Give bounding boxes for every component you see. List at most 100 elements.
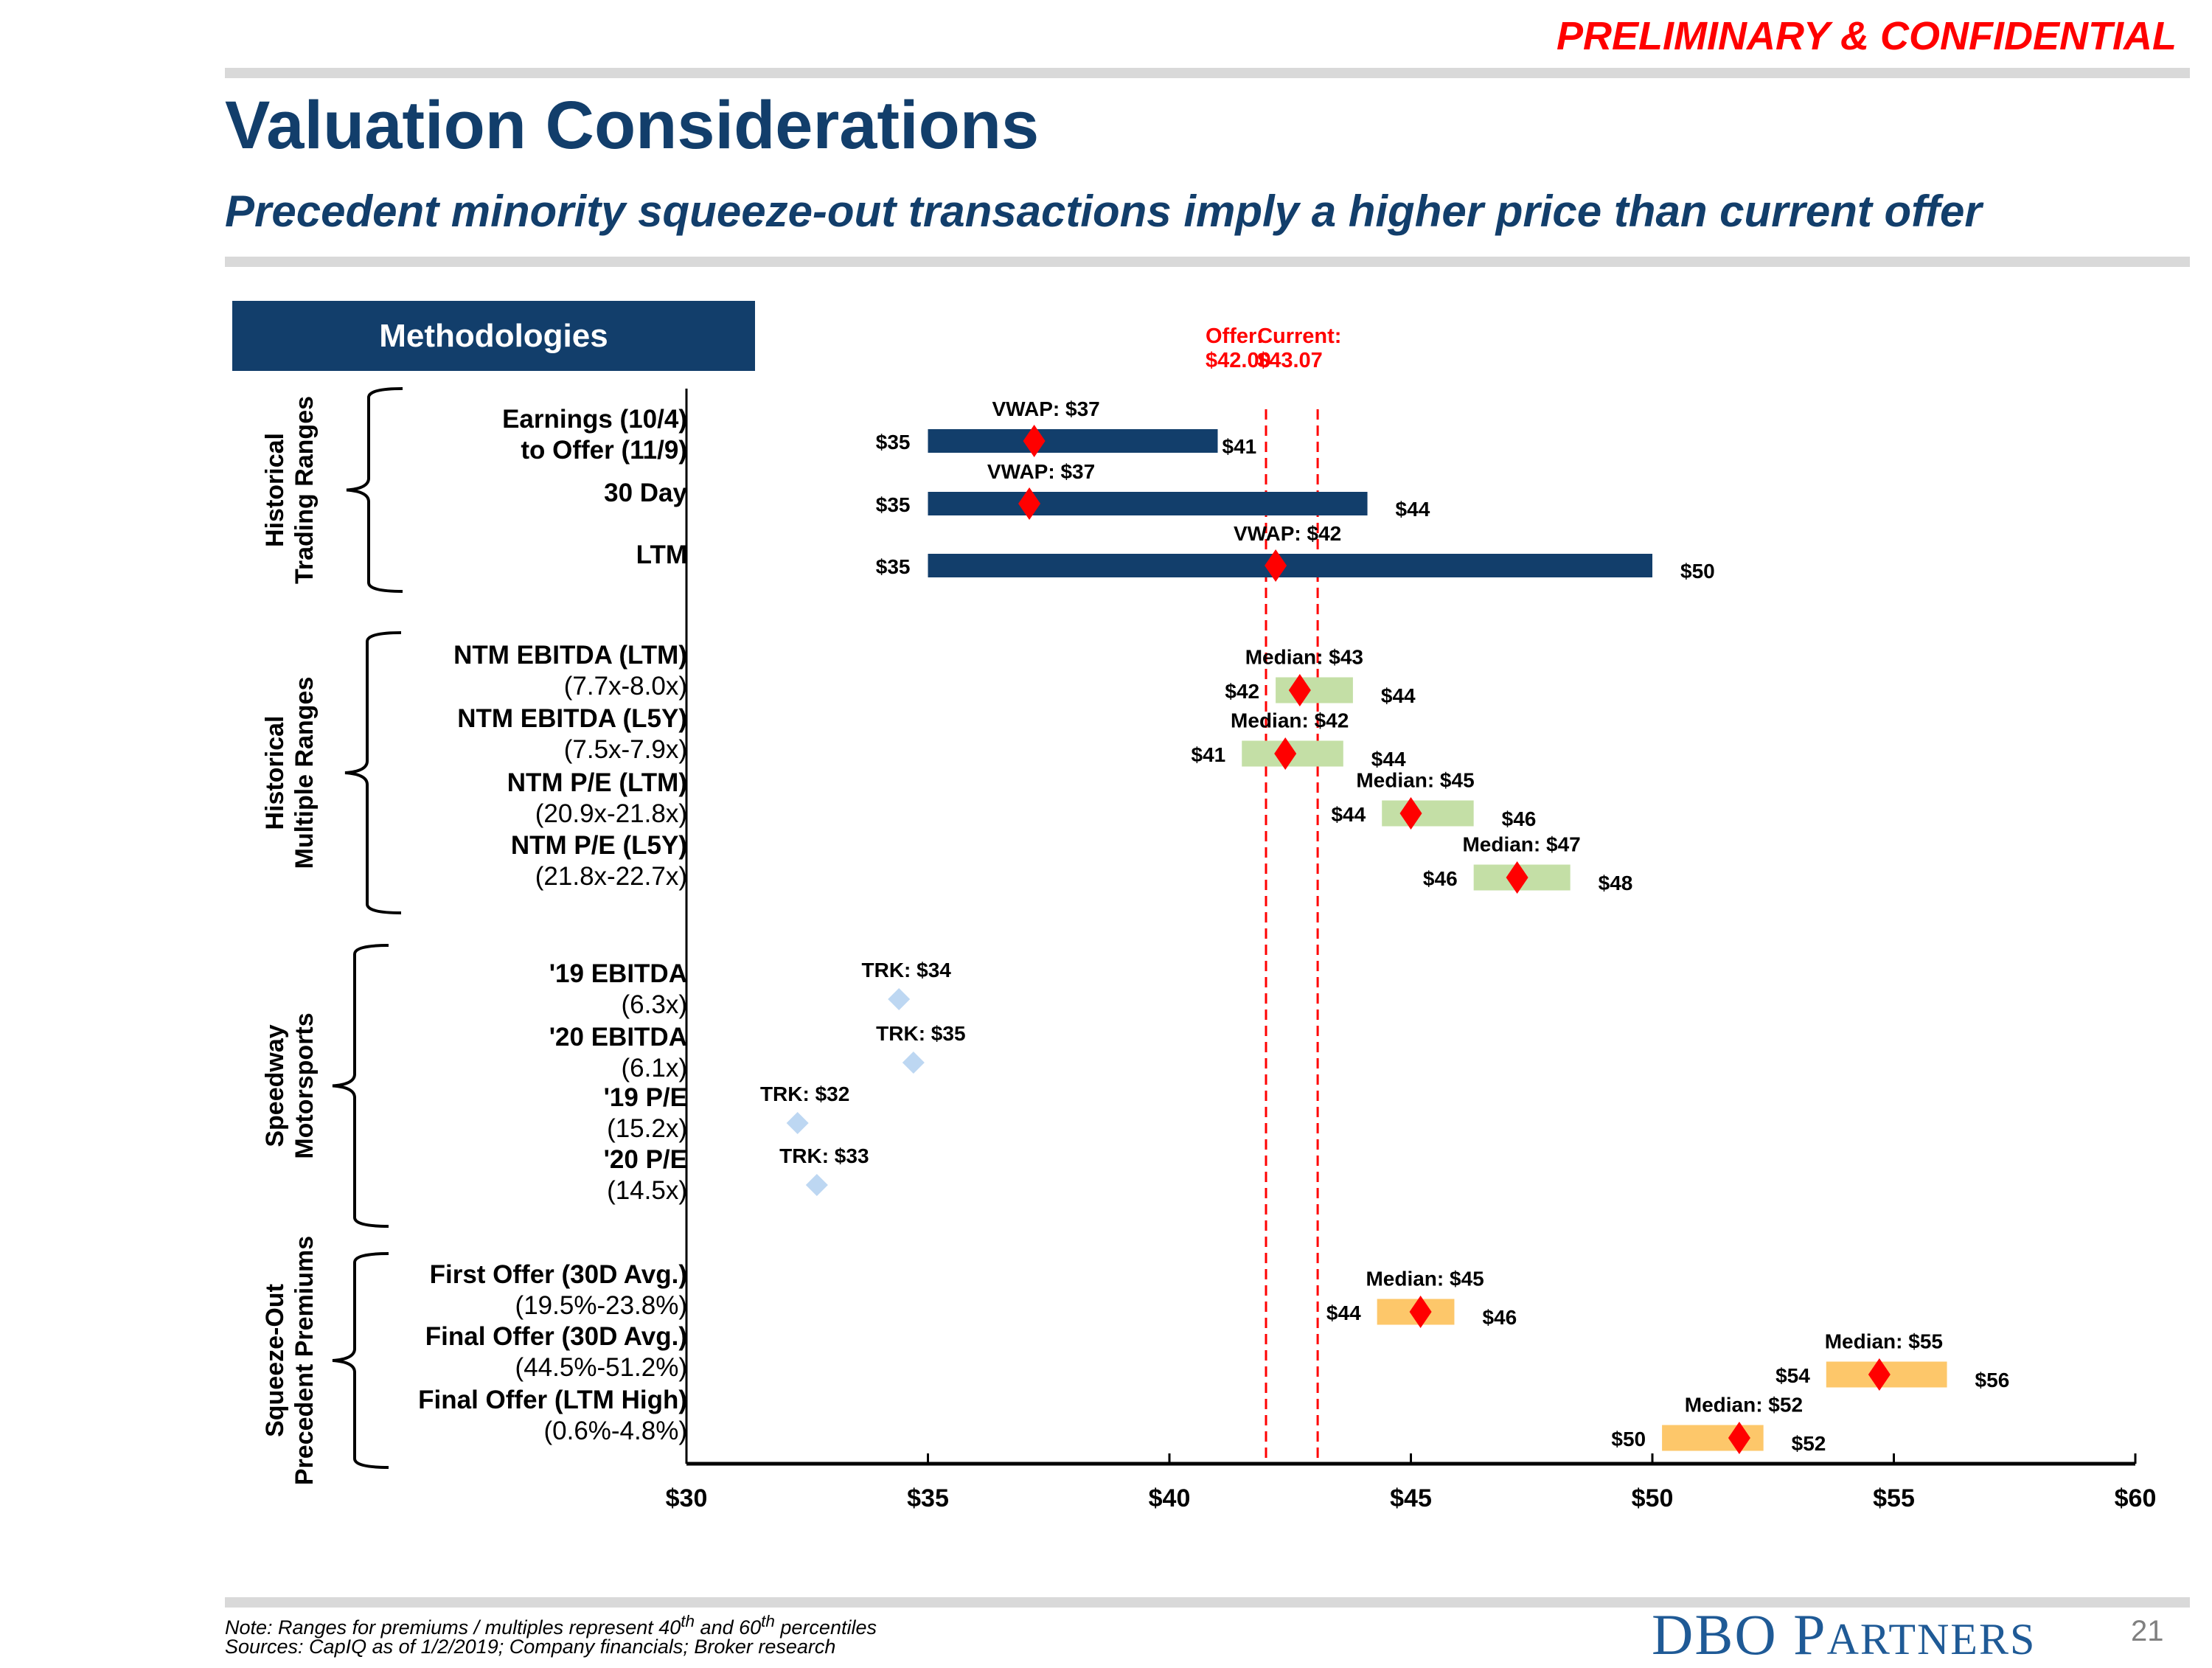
peer-marker [902,1052,925,1074]
peer-marker [888,988,911,1010]
methodology-row-label: First Offer (30D Avg.) (19.5%-23.8%) [430,1259,687,1321]
footnote-text: Note: Ranges for premiums / multiples re… [225,1616,681,1639]
high-value-label: $41 [1222,435,1257,458]
confidential-banner: PRELIMINARY & CONFIDENTIAL [1556,14,2177,58]
footnote: Note: Ranges for premiums / multiples re… [225,1612,877,1639]
low-value-label: $54 [1775,1364,1810,1387]
midpoint-label: Median: $52 [1685,1394,1803,1417]
group-label-line: Trading Ranges [291,396,319,584]
low-value-label: $44 [1326,1302,1361,1324]
midpoint-label: Median: $45 [1366,1268,1484,1290]
peer-marker [786,1112,809,1134]
multiple-range-bar [1382,800,1474,827]
x-tick-label: $55 [1873,1484,1915,1512]
methodology-row-label: Final Offer (30D Avg.) (44.5%-51.2%) [425,1321,687,1383]
x-tick-label: $30 [666,1484,708,1512]
trading-range-bar [928,492,1368,515]
sources-note: Sources: CapIQ as of 1/2/2019; Company f… [225,1636,836,1658]
high-value-label: $56 [1975,1369,2010,1391]
methodology-name: '20 EBITDA [549,1023,687,1052]
midpoint-marker [1018,487,1041,520]
x-tick-label: $60 [2115,1484,2157,1512]
high-value-label: $46 [1482,1306,1517,1329]
midpoint-marker [1288,674,1311,706]
methodology-name: '20 P/E [603,1145,687,1174]
high-value-label: $48 [1599,872,1633,894]
methodology-name: Final Offer (30D Avg.) [425,1322,687,1351]
top-divider [225,68,2190,78]
group-label-line: Speedway [261,1024,289,1147]
midpoint-label: Median: $42 [1231,709,1349,732]
methodology-name: LTM [636,541,687,569]
group-label-line: Historical [261,716,289,830]
group-label: HistoricalMultiple Ranges [261,677,319,869]
methodology-row-label: NTM P/E (L5Y) (21.8x-22.7x) [511,830,687,892]
methodology-row-label: NTM EBITDA (LTM) (7.7x-8.0x) [453,640,687,702]
midpoint-marker [1265,549,1287,582]
peer-label: TRK: $35 [876,1022,965,1045]
high-value-label: $44 [1371,748,1406,771]
peer-label: TRK: $33 [779,1144,869,1167]
methodology-name: First Offer (30D Avg.) [429,1260,687,1289]
group-brace [346,387,403,593]
methodology-name: NTM EBITDA (LTM) [453,641,687,670]
x-tick-label: $45 [1390,1484,1432,1512]
offer-value: $42.00 [1206,349,1271,372]
footer-divider [225,1597,2190,1608]
methodology-row-label: '20 P/E (14.5x) [604,1144,687,1206]
methodology-range: (44.5%-51.2%) [515,1353,687,1382]
midpoint-label: VWAP: $37 [987,460,1095,483]
logo-text-small: ARTNERS [1826,1615,2037,1664]
peer-label: TRK: $34 [862,959,952,981]
methodology-row-label: NTM EBITDA (L5Y) (7.5x-7.9x) [457,703,687,765]
current-value: $43.07 [1257,349,1323,372]
midpoint-marker [1399,797,1422,830]
page-title: Valuation Considerations [225,88,1040,163]
methodology-range: (14.5x) [607,1176,687,1205]
group-brace [344,631,402,914]
group-label: HistoricalTrading Ranges [261,396,319,584]
footnote-sup: th [761,1612,775,1630]
low-value-label: $41 [1192,743,1226,766]
methodology-name: 30 Day [604,479,687,507]
methodology-range: (6.3x) [621,990,687,1019]
low-value-label: $44 [1331,803,1366,826]
trading-range-bar [928,554,1652,577]
methodology-name: to Offer (11/9) [521,436,687,465]
midpoint-marker [1506,861,1528,894]
low-value-label: $42 [1225,680,1259,703]
midpoint-label: Median: $45 [1356,769,1474,792]
methodology-name: '19 EBITDA [549,959,687,988]
low-value-label: $46 [1423,867,1458,890]
midpoint-label: Median: $43 [1245,646,1363,669]
x-tick-label: $35 [907,1484,949,1512]
methodology-row-label: 30 Day [604,478,687,509]
low-value-label: $50 [1611,1428,1646,1450]
midpoint-label: VWAP: $42 [1234,522,1341,545]
methodology-range: (20.9x-21.8x) [535,799,687,828]
footnote-sup: th [681,1612,695,1630]
methodology-range: (19.5%-23.8%) [515,1291,687,1320]
x-tick-label: $40 [1149,1484,1191,1512]
group-label: Squeeze-OutPrecedent Premiums [261,1236,319,1485]
methodology-name: '19 P/E [603,1083,687,1112]
methodology-name: Earnings (10/4) [502,405,687,434]
midpoint-marker [1868,1358,1891,1391]
methodology-name: Final Offer (LTM High) [418,1386,687,1414]
methodology-row-label: '19 EBITDA (6.3x) [549,959,687,1021]
midpoint-label: Median: $47 [1462,833,1580,856]
methodologies-header: Methodologies [232,301,755,371]
midpoint-marker [1728,1422,1750,1454]
group-brace [332,1252,389,1469]
current-label: Current: [1257,324,1341,348]
methodology-row-label: LTM [636,540,687,571]
group-label-line: Motorsports [291,1012,319,1158]
methodology-range: (15.2x) [607,1114,687,1143]
high-value-label: $50 [1680,560,1715,583]
footnote-text: percentiles [774,1616,877,1639]
midpoint-marker [1274,737,1297,770]
trading-range-bar [928,429,1218,453]
midpoint-marker [1023,425,1046,457]
low-value-label: $35 [876,555,911,578]
